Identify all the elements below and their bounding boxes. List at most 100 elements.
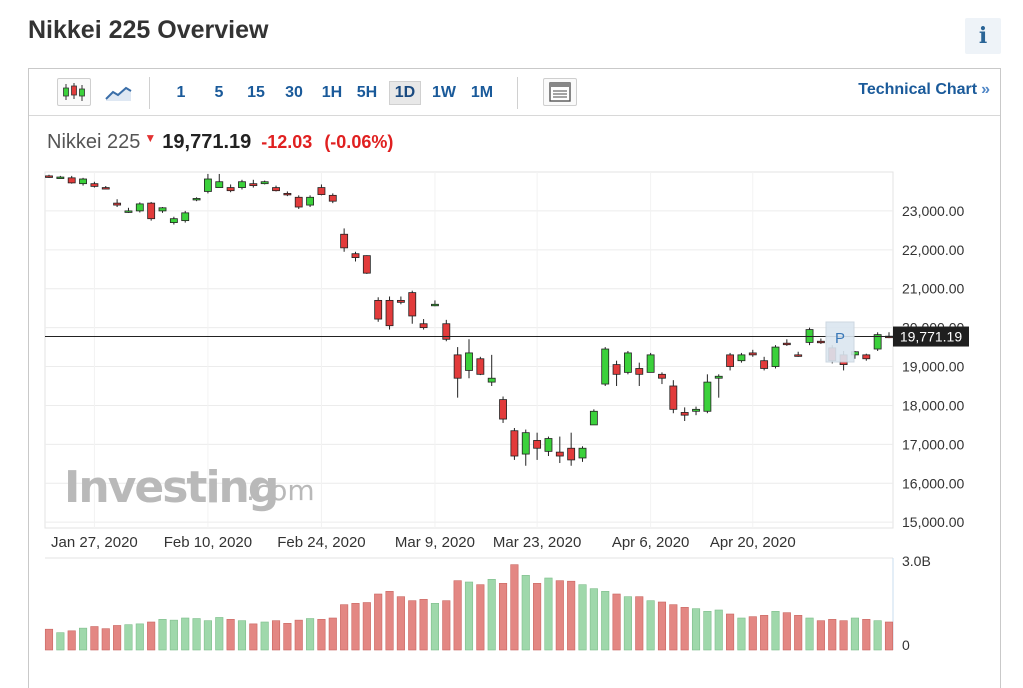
table-view-button[interactable] — [543, 78, 577, 106]
volume-bar — [635, 596, 644, 651]
candle-body — [283, 192, 292, 196]
candle-body — [805, 329, 814, 343]
toolbar-separator — [149, 77, 150, 109]
candle-body — [567, 447, 576, 461]
volume-bar — [669, 604, 678, 651]
volume-bar — [487, 579, 496, 651]
volume-bar — [79, 627, 88, 651]
candle-body — [215, 181, 224, 188]
volume-bar — [351, 603, 360, 651]
chart-widget: 1 5 15 30 1H 5H 1D 1W 1M Technical Chart» Nikkei… — [28, 68, 1001, 688]
volume-bar — [464, 581, 474, 651]
timeframe-1m[interactable]: 1M — [470, 84, 494, 101]
timeframe-1w[interactable]: 1W — [432, 84, 456, 101]
volume-bar — [714, 609, 723, 651]
timeframe-5h[interactable]: 5H — [356, 84, 378, 101]
candle-body — [726, 354, 734, 367]
price-change-percent: (-0.06%) — [324, 132, 394, 152]
candle-body — [794, 354, 803, 357]
technical-chart-label: Technical Chart — [858, 81, 978, 98]
candlestick-type-button[interactable] — [57, 78, 91, 106]
volume-bar — [657, 601, 667, 651]
candle-body — [760, 360, 769, 369]
candle-body — [90, 183, 99, 187]
candle-body — [181, 212, 190, 222]
volume-bar — [499, 583, 508, 651]
candle-body — [79, 178, 87, 185]
volume-bar — [271, 620, 281, 651]
candle-body — [521, 432, 530, 455]
candle-body — [45, 175, 53, 178]
candle-body — [601, 348, 610, 385]
timeframe-5[interactable]: 5 — [214, 84, 224, 101]
volume-bar — [533, 583, 542, 651]
price-chart[interactable]: 23,000.0022,000.0021,000.0020,000.0019,0… — [0, 0, 1023, 672]
volume-bar — [203, 620, 212, 651]
volume-bar — [521, 575, 530, 651]
candle-body — [714, 375, 723, 379]
candle-body — [203, 178, 212, 192]
volume-bar — [771, 611, 780, 651]
volume-bar — [839, 620, 848, 651]
candle-body — [589, 410, 598, 426]
volume-bar — [362, 602, 371, 651]
candle-body — [260, 181, 269, 185]
candle-body — [624, 352, 632, 373]
volume-bar — [680, 607, 689, 651]
volume-bar — [44, 628, 54, 651]
volume-bar — [476, 584, 485, 651]
volume-bar — [158, 619, 167, 651]
candle-body — [442, 323, 451, 340]
candle-body — [680, 412, 689, 416]
watermark-domain: .com — [246, 474, 315, 507]
y-tick-label: 18,000.00 — [902, 397, 964, 413]
timeframe-1d[interactable]: 1D — [389, 81, 421, 105]
candle-body — [158, 207, 167, 212]
volume-bar — [862, 619, 871, 651]
info-icon[interactable]: i — [965, 18, 1001, 54]
candle-body — [374, 299, 383, 320]
volume-bar — [816, 620, 825, 651]
technical-chart-link[interactable]: Technical Chart» — [858, 81, 990, 99]
timeframe-1[interactable]: 1 — [176, 84, 186, 101]
volume-bar — [646, 600, 655, 651]
candle-body — [238, 181, 246, 188]
candle-body — [658, 373, 666, 379]
volume-bar — [612, 593, 621, 651]
volume-bar — [828, 619, 837, 651]
table-icon — [549, 82, 571, 102]
double-chevron-right-icon: » — [981, 81, 990, 98]
timeframe-30[interactable]: 30 — [285, 84, 303, 101]
volume-bar — [442, 600, 451, 651]
volume-bar — [147, 621, 156, 651]
y-tick-label: 16,000.00 — [902, 475, 964, 491]
candle-body — [192, 198, 201, 201]
candle-body — [533, 440, 542, 449]
volume-bar — [726, 613, 735, 651]
timeframe-1h[interactable]: 1H — [321, 84, 343, 101]
volume-bar — [124, 624, 133, 651]
last-price: 19,771.19 — [162, 131, 252, 153]
candle-body — [431, 303, 439, 307]
volume-bar — [101, 628, 110, 651]
instrument-name: Nikkei 225 — [47, 131, 141, 153]
candle-body — [101, 187, 110, 190]
candle-body — [669, 385, 678, 410]
x-tick-label: Feb 24, 2020 — [277, 534, 365, 551]
volume-bar — [328, 617, 337, 651]
candle-body — [816, 340, 825, 344]
y-tick-label: 22,000.00 — [902, 242, 964, 258]
candle-body — [294, 196, 303, 208]
line-type-button[interactable] — [101, 78, 135, 106]
period-marker-label: P — [835, 330, 845, 347]
candle-body — [67, 177, 76, 184]
y-tick-label: 19,000.00 — [902, 359, 964, 375]
volume-bar — [90, 626, 99, 651]
x-tick-label: Mar 23, 2020 — [493, 534, 581, 551]
candle-body — [396, 299, 405, 303]
watermark-brand: Investing — [64, 462, 277, 513]
x-tick-label: Feb 10, 2020 — [164, 534, 252, 551]
volume-bar — [192, 618, 201, 651]
volume-bar — [306, 618, 315, 651]
timeframe-15[interactable]: 15 — [247, 84, 265, 101]
